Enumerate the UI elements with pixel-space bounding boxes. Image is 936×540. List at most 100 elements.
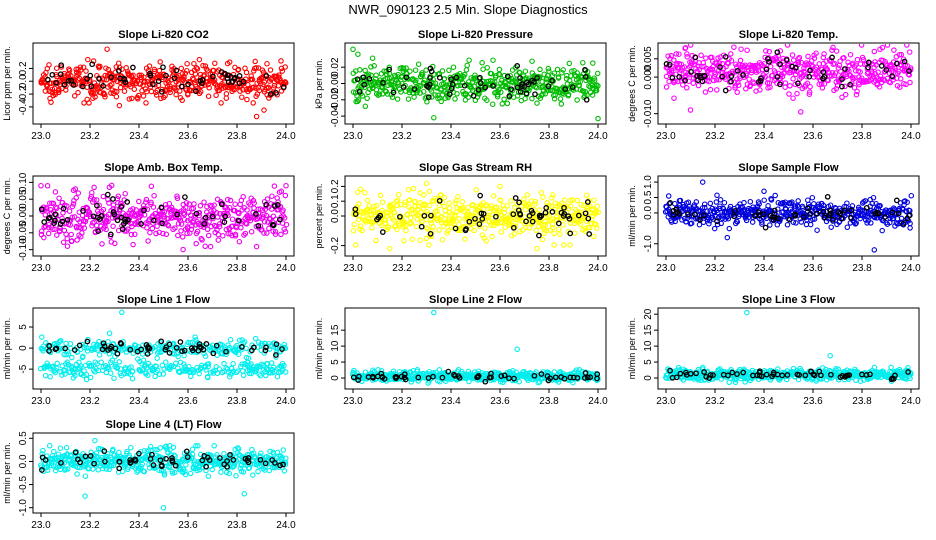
reference-point xyxy=(477,192,484,199)
data-point xyxy=(828,224,834,230)
data-point xyxy=(225,212,231,219)
y-tick-label: -0.010 xyxy=(643,99,654,128)
data-point xyxy=(114,88,120,95)
data-point xyxy=(668,219,675,225)
outlier-point xyxy=(350,46,356,53)
data-point xyxy=(129,375,136,382)
data-point xyxy=(47,374,53,380)
data-point xyxy=(175,232,181,239)
data-point xyxy=(716,367,722,374)
reference-point xyxy=(119,226,126,232)
data-point xyxy=(364,95,370,102)
data-point xyxy=(377,192,384,199)
reference-point xyxy=(582,74,589,80)
data-point xyxy=(83,68,89,74)
reference-point xyxy=(479,216,486,222)
data-point xyxy=(373,91,380,97)
data-point xyxy=(734,219,741,225)
data-point xyxy=(878,76,884,83)
data-point xyxy=(717,197,724,203)
data-point xyxy=(199,83,205,89)
data-point xyxy=(91,197,97,203)
data-point xyxy=(772,192,778,199)
data-point xyxy=(806,91,813,97)
data-point xyxy=(45,230,52,237)
reference-point xyxy=(52,211,59,218)
data-point xyxy=(282,369,289,375)
reference-point xyxy=(692,54,699,61)
data-point xyxy=(247,217,254,224)
data-point xyxy=(138,74,144,81)
data-point xyxy=(368,64,374,70)
data-point xyxy=(402,202,408,208)
reference-point xyxy=(114,350,121,357)
reference-point xyxy=(400,84,407,90)
reference-point xyxy=(53,79,60,86)
data-point xyxy=(851,84,858,91)
data-point xyxy=(204,68,211,74)
data-point xyxy=(46,62,52,68)
reference-point xyxy=(552,374,559,381)
data-point xyxy=(109,357,115,364)
data-point xyxy=(532,201,538,207)
data-point xyxy=(795,56,801,62)
y-tick-label: -0.4 xyxy=(18,98,29,116)
data-point xyxy=(489,101,496,107)
data-point xyxy=(163,231,170,238)
reference-point xyxy=(350,374,357,381)
reference-point xyxy=(526,213,533,219)
x-tick-label: 23.2 xyxy=(392,131,412,142)
data-point xyxy=(355,189,361,195)
outlier-point xyxy=(261,107,267,113)
data-point xyxy=(173,214,179,221)
data-point xyxy=(101,213,108,220)
data-point xyxy=(798,59,805,66)
data-point xyxy=(680,82,686,88)
data-point xyxy=(795,59,802,66)
data-point xyxy=(565,91,572,98)
data-point xyxy=(206,219,212,225)
outlier-point xyxy=(362,103,369,110)
data-point xyxy=(875,203,881,209)
reference-point xyxy=(841,207,848,214)
data-point xyxy=(89,189,95,196)
data-point xyxy=(737,57,744,64)
reference-point xyxy=(575,212,582,219)
data-point xyxy=(472,72,478,78)
outlier-point xyxy=(180,246,186,253)
data-point xyxy=(820,202,827,209)
data-point xyxy=(725,215,732,222)
y-tick-label: -0.2 xyxy=(18,85,29,103)
data-point xyxy=(761,197,767,203)
y-axis-label: ml/min per min. xyxy=(627,318,637,380)
x-tick-label: 23.2 xyxy=(80,396,100,407)
data-point xyxy=(829,73,835,79)
data-point xyxy=(113,93,120,100)
data-point xyxy=(206,85,212,91)
data-point xyxy=(79,230,85,236)
data-point xyxy=(814,227,820,233)
data-point xyxy=(266,225,272,232)
reference-point xyxy=(567,230,574,237)
outlier-point xyxy=(761,188,767,195)
data-point xyxy=(91,219,97,225)
reference-point xyxy=(714,218,720,225)
data-point xyxy=(230,360,236,367)
data-point xyxy=(825,77,831,84)
y-tick-label: -5 xyxy=(18,364,29,373)
x-tick-label: 23.0 xyxy=(343,396,363,407)
data-point xyxy=(103,226,109,233)
reference-point xyxy=(722,53,729,60)
data-point xyxy=(898,51,905,58)
data-point xyxy=(220,233,226,239)
x-tick-label: 23.4 xyxy=(754,131,774,142)
data-point xyxy=(373,202,380,209)
reference-point xyxy=(427,65,434,72)
data-point xyxy=(158,95,164,102)
reference-point xyxy=(820,75,826,82)
data-point xyxy=(282,64,288,70)
data-point xyxy=(553,217,559,223)
data-point xyxy=(50,226,56,232)
reference-point xyxy=(263,344,269,351)
